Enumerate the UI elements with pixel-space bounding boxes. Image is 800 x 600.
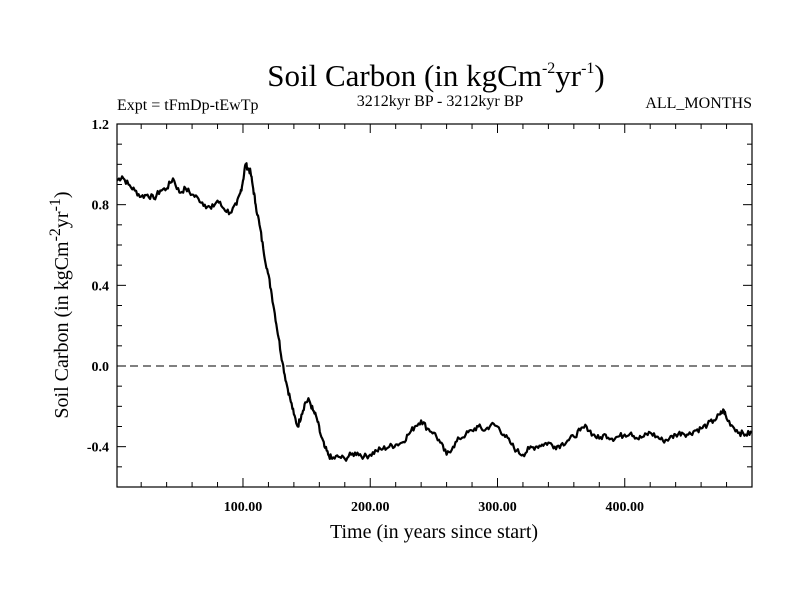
title-mid: yr — [555, 58, 582, 93]
x-tick-labels: 100.00 200.00 300.00 400.00 — [224, 500, 644, 515]
y-axis-label: Soil Carbon (in kgCm-2yr-1) — [47, 191, 73, 418]
subtitle-period: 3212kyr BP - 3212kyr BP — [357, 93, 524, 110]
series-line-soil-carbon — [116, 162, 753, 462]
axis-ticks — [117, 123, 752, 488]
title-end: ) — [594, 58, 604, 93]
x-tick-label: 200.00 — [351, 500, 390, 515]
y-tick-labels: 1.2 0.8 0.4 0.0 -0.4 — [87, 118, 109, 456]
ylabel-exponent-2: -1 — [47, 198, 64, 211]
title-exponent-1: -2 — [542, 60, 555, 77]
subtitle-months: ALL_MONTHS — [645, 95, 752, 112]
subtitle-experiment: Expt = tFmDp-tEwTp — [117, 97, 258, 114]
ylabel-exponent-1: -2 — [47, 228, 64, 241]
ylabel-mid: yr — [51, 211, 73, 228]
ylabel-main: Soil Carbon (in kgCm — [51, 241, 73, 419]
x-axis-label: Time (in years since start) — [330, 521, 538, 543]
title-main: Soil Carbon (in kgCm — [267, 58, 542, 93]
x-tick-label: 100.00 — [224, 500, 263, 515]
y-tick-label: 0.8 — [92, 199, 110, 214]
x-tick-label: 300.00 — [478, 500, 517, 515]
y-tick-label: -0.4 — [87, 441, 109, 456]
title-exponent-2: -1 — [581, 60, 594, 77]
y-tick-label: 0.0 — [92, 360, 110, 375]
y-tick-label: 0.4 — [92, 279, 110, 294]
x-tick-label: 400.00 — [605, 500, 644, 515]
y-tick-label: 1.2 — [92, 118, 110, 133]
chart-title: Soil Carbon (in kgCm-2yr-1) — [267, 58, 605, 93]
ylabel-end: ) — [51, 191, 73, 198]
